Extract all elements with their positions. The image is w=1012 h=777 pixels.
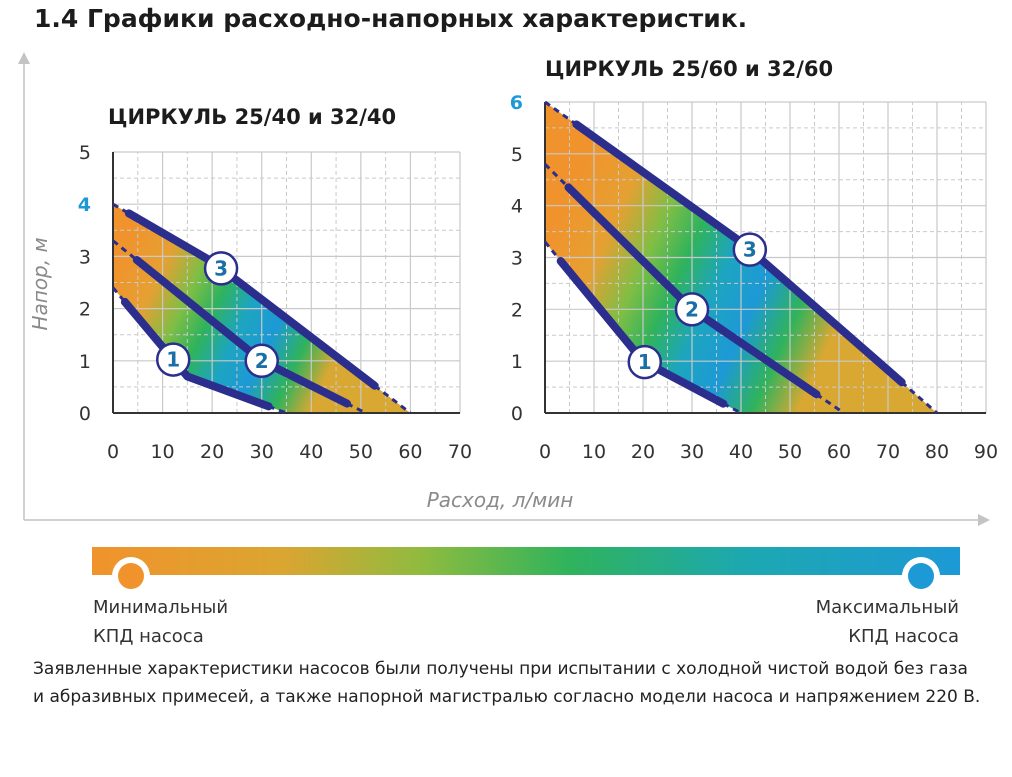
y-tick-label: 4 — [78, 194, 91, 216]
chart-curves: 1 2 3 — [543, 100, 938, 415]
curve-label-1: 1 — [155, 342, 191, 377]
curve-1-dashed-start — [543, 240, 562, 262]
curve-label-text: 3 — [214, 256, 228, 280]
curve-label-circle — [155, 342, 191, 377]
y-tick-label: 3 — [79, 246, 91, 268]
x-tick-label: 30 — [250, 441, 274, 463]
test-conditions-note: Заявленные характеристики насосов были п… — [33, 659, 981, 707]
x-tick-label: 60 — [827, 441, 851, 463]
y-tick-label: 1 — [511, 351, 523, 373]
chart-ticks: 0 10 20 30 40 50 60 70 0 1 2 3 4 5 — [78, 142, 472, 463]
curve-label-circle — [627, 344, 663, 380]
chart-circul-40: ЦИРКУЛЬ 25/40 и 32/40 1 23 0 10 20 30 40 50 60 7… — [78, 105, 472, 463]
y-tick-label: 6 — [510, 92, 523, 114]
x-tick-label: 0 — [107, 441, 119, 463]
max-efficiency-marker — [908, 563, 934, 589]
curve-label-circle — [732, 232, 768, 267]
chart-circul-60: ЦИРКУЛЬ 25/60 и 32/60 123 0 10 20 30 40 50 60 7… — [510, 57, 998, 463]
curve-3-dashed-end — [373, 384, 412, 415]
page-title: 1.4 Графики расходно-напорных характерис… — [34, 4, 748, 33]
x-tick-label: 70 — [448, 441, 472, 463]
x-tick-label: 20 — [200, 441, 224, 463]
y-tick-label: 0 — [79, 403, 91, 425]
curve-label-text: 3 — [743, 238, 757, 262]
curve-label-1: 1 — [627, 344, 663, 380]
x-tick-label: 50 — [349, 441, 373, 463]
curve-label-text: 2 — [685, 297, 699, 321]
legend-min-line1: Минимальный — [93, 597, 229, 618]
x-axis-label: Расход, л/мин — [427, 488, 574, 512]
y-axis-label: Напор, м — [28, 237, 52, 330]
curve-2-dashed-start — [112, 239, 138, 262]
x-tick-label: 70 — [876, 441, 900, 463]
min-efficiency-marker — [118, 563, 144, 589]
x-tick-label: 40 — [729, 441, 753, 463]
x-tick-label: 10 — [582, 441, 606, 463]
y-tick-label: 4 — [511, 196, 523, 218]
curve-label-circle — [203, 251, 239, 286]
legend-min-line2: КПД насоса — [93, 626, 204, 647]
y-tick-label: 1 — [79, 351, 91, 373]
legend-max-line1: Максимальный — [815, 597, 959, 618]
chart-grid — [544, 101, 987, 414]
y-tick-label: 0 — [511, 403, 523, 425]
chart-title: ЦИРКУЛЬ 25/40 и 32/40 — [108, 105, 396, 129]
chart-title: ЦИРКУЛЬ 25/60 и 32/60 — [545, 57, 833, 81]
x-tick-label: 90 — [974, 441, 998, 463]
curve-3-dashed-end — [900, 381, 938, 415]
curve-label-3: 3 — [203, 251, 239, 286]
chart-ticks: 0 10 20 30 40 50 60 70 80 90 0 1 2 3 4 5 6 — [510, 92, 998, 463]
x-tick-label: 60 — [398, 441, 422, 463]
y-tick-label: 5 — [511, 144, 523, 166]
efficiency-gradient-bar — [92, 547, 960, 575]
x-tick-label: 40 — [299, 441, 323, 463]
x-tick-label: 10 — [150, 441, 174, 463]
y-tick-label: 2 — [79, 299, 91, 321]
curve-label-text: 1 — [166, 348, 180, 372]
curve-1 — [120, 297, 273, 411]
curve-label-2: 2 — [674, 292, 710, 327]
y-tick-label: 5 — [79, 142, 91, 164]
curve-label-circle — [244, 343, 279, 379]
x-tick-label: 50 — [778, 441, 802, 463]
x-tick-label: 20 — [631, 441, 655, 463]
legend-min-efficiency: Минимальный КПД насоса — [93, 593, 228, 651]
chart-curves: 1 2 3 — [111, 202, 412, 415]
x-tick-label: 0 — [539, 441, 551, 463]
curve-label-circle — [674, 292, 710, 327]
curve-label-text: 2 — [255, 349, 269, 373]
curve-2-dashed-end — [815, 393, 845, 415]
curve-2-dashed-start — [543, 163, 570, 189]
curve-label-2: 2 — [244, 343, 279, 379]
x-tick-label: 30 — [680, 441, 704, 463]
curve-label-text: 1 — [638, 350, 652, 374]
y-tick-label: 3 — [511, 248, 523, 270]
x-tick-label: 80 — [925, 441, 949, 463]
y-tick-label: 2 — [511, 299, 523, 321]
legend-max-line2: КПД насоса — [848, 626, 959, 647]
curve-label-3: 3 — [732, 232, 768, 267]
legend-max-efficiency: Максимальный КПД насоса — [816, 593, 959, 651]
